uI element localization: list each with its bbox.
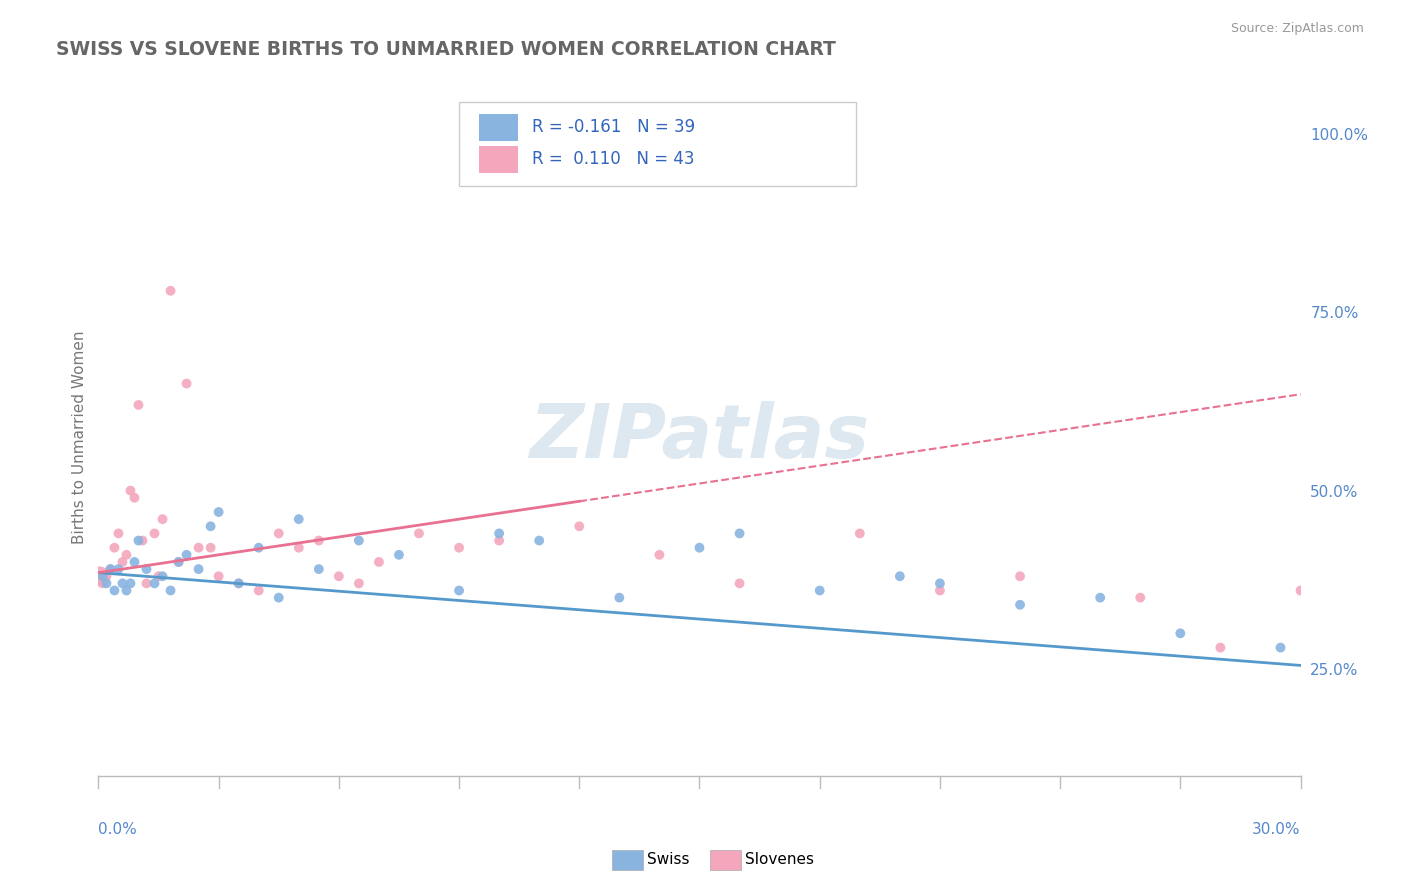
Point — [288, 541, 311, 555]
Point — [100, 562, 122, 576]
Point — [91, 569, 114, 583]
Point — [107, 562, 129, 576]
Point — [120, 483, 142, 498]
Y-axis label: Births to Unmarried Women: Births to Unmarried Women — [72, 330, 87, 544]
Point — [308, 562, 330, 576]
FancyBboxPatch shape — [479, 113, 517, 141]
Point — [167, 555, 190, 569]
Point — [609, 591, 631, 605]
Point — [308, 533, 330, 548]
Point — [488, 526, 510, 541]
Point — [808, 583, 831, 598]
Point — [648, 548, 671, 562]
Point — [187, 541, 209, 555]
Point — [120, 576, 142, 591]
Point — [347, 533, 370, 548]
Point — [1270, 640, 1292, 655]
Point — [288, 512, 311, 526]
Text: 0.0%: 0.0% — [98, 822, 138, 838]
Point — [347, 576, 370, 591]
Text: ZIPatlas: ZIPatlas — [530, 401, 869, 474]
Text: 30.0%: 30.0% — [1253, 822, 1301, 838]
Point — [159, 583, 181, 598]
Point — [167, 555, 190, 569]
Point — [143, 526, 166, 541]
FancyBboxPatch shape — [479, 145, 517, 173]
Point — [143, 576, 166, 591]
Point — [200, 541, 222, 555]
Point — [1369, 719, 1392, 733]
Point — [152, 512, 174, 526]
Point — [728, 526, 751, 541]
Point — [103, 541, 125, 555]
Point — [568, 519, 591, 533]
Point — [128, 398, 150, 412]
Point — [447, 583, 470, 598]
Point — [929, 576, 952, 591]
Point — [131, 533, 153, 548]
Point — [135, 576, 157, 591]
Point — [128, 533, 150, 548]
Text: Slovenes: Slovenes — [745, 853, 814, 867]
Point — [89, 569, 111, 583]
Point — [135, 562, 157, 576]
Point — [247, 541, 270, 555]
Point — [208, 505, 231, 519]
Point — [689, 541, 711, 555]
Point — [1209, 640, 1232, 655]
FancyBboxPatch shape — [458, 102, 856, 186]
Point — [728, 576, 751, 591]
Point — [488, 533, 510, 548]
Point — [889, 569, 911, 583]
Point — [103, 583, 125, 598]
Point — [1010, 598, 1032, 612]
Point — [368, 555, 391, 569]
Text: SWISS VS SLOVENE BIRTHS TO UNMARRIED WOMEN CORRELATION CHART: SWISS VS SLOVENE BIRTHS TO UNMARRIED WOM… — [56, 40, 837, 59]
Point — [1088, 591, 1111, 605]
Point — [115, 548, 138, 562]
Point — [529, 533, 551, 548]
Point — [159, 284, 181, 298]
Point — [1170, 626, 1192, 640]
Point — [328, 569, 350, 583]
Point — [176, 376, 198, 391]
Point — [388, 548, 411, 562]
Point — [1129, 591, 1152, 605]
Point — [111, 576, 134, 591]
Point — [100, 562, 122, 576]
Point — [124, 555, 146, 569]
Point — [96, 569, 118, 583]
Point — [228, 576, 250, 591]
Point — [267, 591, 290, 605]
Point — [1010, 569, 1032, 583]
Point — [124, 491, 146, 505]
Point — [247, 583, 270, 598]
Point — [111, 555, 134, 569]
Point — [408, 526, 430, 541]
Point — [929, 583, 952, 598]
Point — [96, 576, 118, 591]
Point — [107, 526, 129, 541]
Text: R =  0.110   N = 43: R = 0.110 N = 43 — [533, 150, 695, 168]
Point — [228, 576, 250, 591]
Point — [176, 548, 198, 562]
Text: Source: ZipAtlas.com: Source: ZipAtlas.com — [1230, 22, 1364, 36]
Point — [152, 569, 174, 583]
Point — [849, 526, 872, 541]
Point — [267, 526, 290, 541]
Point — [91, 576, 114, 591]
Point — [187, 562, 209, 576]
Point — [447, 541, 470, 555]
Point — [200, 519, 222, 533]
Point — [148, 569, 170, 583]
Point — [208, 569, 231, 583]
Text: R = -0.161   N = 39: R = -0.161 N = 39 — [533, 119, 696, 136]
Point — [1289, 583, 1312, 598]
Text: Swiss: Swiss — [647, 853, 689, 867]
Point — [115, 583, 138, 598]
